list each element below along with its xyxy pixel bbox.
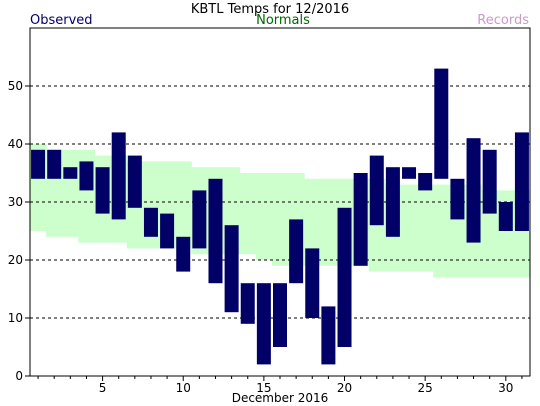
observed-bar-day-1: [31, 149, 46, 179]
x-axis-label: December 2016: [232, 391, 329, 405]
y-tick-label-40: 40: [8, 137, 23, 151]
observed-bar-day-10: [176, 236, 191, 272]
observed-bar-day-26: [434, 68, 449, 179]
y-tick-label-10: 10: [8, 311, 23, 325]
observed-bar-day-27: [450, 178, 465, 220]
legend-records: Records: [477, 13, 529, 28]
y-tick-label-50: 50: [8, 79, 23, 93]
normal-range-day-19: [320, 178, 337, 266]
observed-bar-day-2: [47, 149, 62, 179]
plot-area: 0 10 20 30 40 50 5 10 15 20 25 30: [8, 27, 531, 395]
observed-bar-day-22: [369, 155, 384, 226]
normal-range-day-24: [400, 184, 418, 272]
observed-bar-day-25: [418, 173, 433, 191]
observed-bar-day-9: [160, 213, 175, 249]
x-tick-label-25: 25: [418, 381, 433, 395]
x-tick-label-5: 5: [99, 381, 107, 395]
x-tick-label-20: 20: [337, 381, 352, 395]
observed-bar-day-29: [482, 149, 497, 214]
observed-bar-day-23: [385, 167, 400, 237]
observed-bar-day-30: [498, 202, 513, 231]
observed-bar-day-21: [353, 173, 368, 266]
normal-range-day-10: [175, 161, 192, 249]
x-tick-label-15: 15: [256, 381, 271, 395]
chart-title: KBTL Temps for 12/2016: [191, 2, 349, 17]
y-tick-label-20: 20: [8, 253, 23, 267]
observed-bar-day-6: [111, 132, 126, 220]
observed-bar-day-19: [321, 306, 336, 365]
observed-bar-day-11: [192, 190, 207, 249]
observed-bar-day-3: [63, 167, 78, 179]
normal-range-day-15: [255, 173, 273, 260]
normal-range-day-14: [239, 173, 257, 255]
legend-normals: Normals: [256, 13, 310, 28]
observed-bar-day-31: [514, 132, 529, 231]
observed-bar-day-18: [305, 248, 320, 318]
observed-bar-day-14: [240, 283, 255, 324]
observed-bar-day-8: [143, 207, 158, 237]
observed-bar-day-24: [402, 167, 417, 179]
observed-bar-day-4: [79, 161, 94, 191]
x-tick-label-30: 30: [498, 381, 513, 395]
y-tick-label-30: 30: [8, 195, 23, 209]
observed-bar-day-20: [337, 207, 352, 347]
observed-bar-day-12: [208, 178, 223, 284]
normal-range-day-25: [417, 184, 434, 272]
observed-bar-day-28: [466, 138, 481, 243]
normal-range-day-26: [433, 184, 450, 278]
normal-range-day-3: [62, 149, 79, 237]
observed-bar-day-5: [95, 167, 110, 214]
legend-observed: Observed: [30, 13, 93, 28]
observed-bar-day-7: [127, 155, 142, 208]
y-tick-label-0: 0: [15, 369, 23, 383]
observed-bar-day-13: [224, 225, 239, 313]
observed-bar-day-15: [256, 283, 271, 365]
x-tick-label-10: 10: [176, 381, 191, 395]
observed-bar-day-17: [289, 219, 304, 284]
observed-bar-day-16: [273, 283, 287, 347]
normal-range-day-18: [304, 178, 321, 266]
normal-range-day-16: [271, 173, 289, 266]
